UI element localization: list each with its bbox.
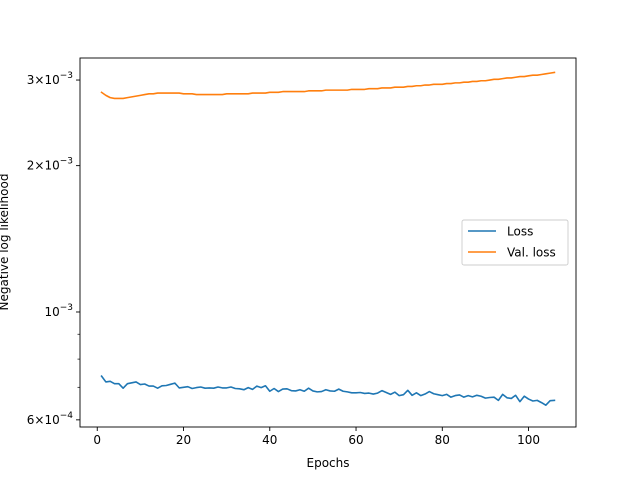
series-line-1 xyxy=(100,71,556,100)
x-axis-label: Epochs xyxy=(307,456,350,470)
y-tick-label: 6×10−4 xyxy=(27,411,74,427)
y-tick-label: 2×10−3 xyxy=(27,157,73,173)
x-tick-label: 40 xyxy=(262,433,277,447)
y-axis-label: Negative log likelihood xyxy=(0,174,11,311)
series-layer xyxy=(100,71,556,407)
y-tick-label: 10−3 xyxy=(44,303,73,319)
x-tick-label: 100 xyxy=(517,433,540,447)
axes-layer: 0 20 40 60 80 100 6×10−4 10−3 2×10−3 3×10−3 xyxy=(27,71,540,447)
legend-label-val-loss: Val. loss xyxy=(507,246,556,260)
x-tick-label: 20 xyxy=(176,433,191,447)
x-tick-label: 0 xyxy=(93,433,101,447)
series-line-0 xyxy=(100,375,556,407)
x-tick-label: 80 xyxy=(435,433,450,447)
y-tick-label: 3×10−3 xyxy=(27,71,73,87)
x-tick-label: 60 xyxy=(348,433,363,447)
legend-label-loss: Loss xyxy=(507,225,533,239)
legend: Loss Val. loss xyxy=(461,219,569,266)
plot-frame xyxy=(79,57,577,428)
